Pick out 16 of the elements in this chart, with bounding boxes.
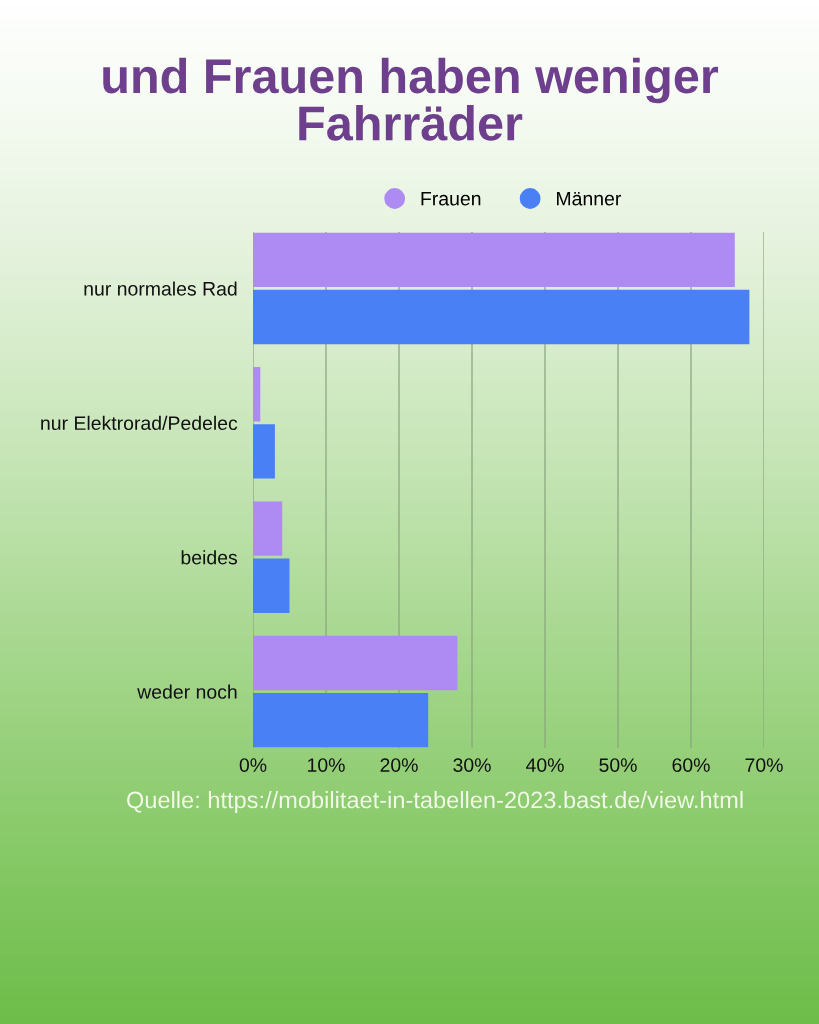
source-note: Quelle: https://mobilitaet-in-tabellen-2023.bast.de/view.html	[127, 790, 743, 814]
y-tick-label: nur normales Rad	[84, 281, 237, 296]
x-tick-label: 40%	[525, 758, 564, 772]
x-tick-label: 70%	[745, 758, 783, 772]
y-tick-label: beides	[181, 550, 238, 565]
y-tick-label: nur Elektrorad/Pedelec	[41, 415, 238, 431]
y-tick-label: weder noch	[137, 684, 237, 699]
x-tick-label: 60%	[672, 758, 710, 772]
x-tick-label: 20%	[380, 758, 418, 772]
x-tick-label: 50%	[599, 758, 637, 772]
legend-label: Frauen	[421, 191, 481, 206]
x-tick-label: 10%	[308, 758, 345, 772]
x-tick-label: 0%	[239, 758, 267, 772]
x-tick-label: 30%	[453, 758, 491, 772]
legend-label: Männer	[557, 191, 622, 206]
chart-title: und Frauen haben weniger Fahrräder	[103, 57, 719, 141]
